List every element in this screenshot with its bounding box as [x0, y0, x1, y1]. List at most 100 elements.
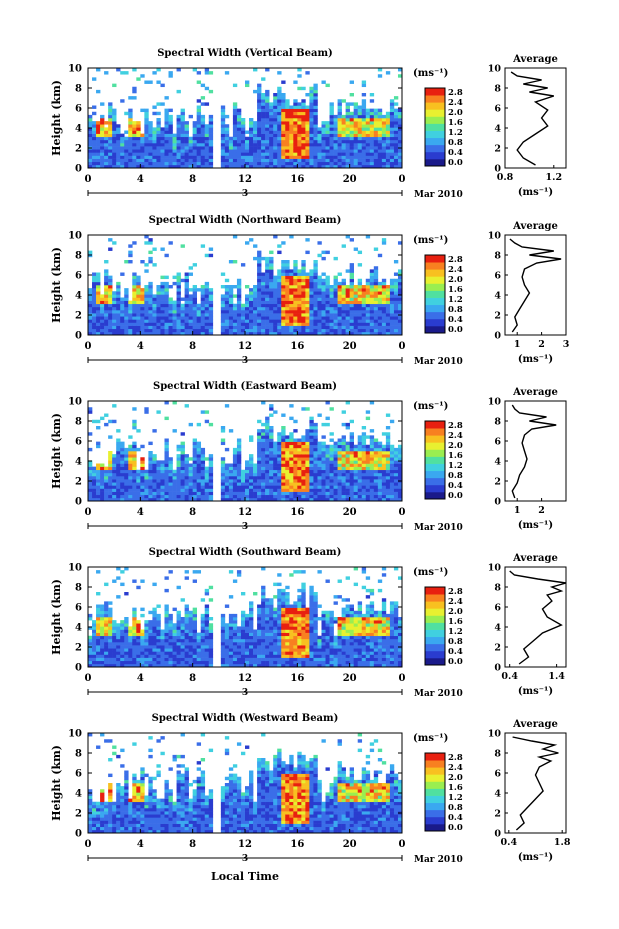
heatmap-cell — [285, 143, 290, 147]
heatmap-cell — [381, 463, 387, 467]
heatmap-cell — [228, 429, 234, 433]
heatmap-cell — [136, 328, 141, 333]
heatmap-cell — [269, 454, 274, 458]
heatmap-cell — [313, 482, 318, 486]
heatmap-cell — [232, 463, 238, 467]
heatmap-cell — [265, 130, 270, 134]
heatmap-cell — [220, 158, 226, 163]
heatmap-cell — [204, 472, 210, 477]
heatmap-cell — [261, 469, 266, 474]
x-tick-label: 0 — [85, 341, 92, 352]
heatmap-cell — [176, 325, 181, 330]
heatmap-cell — [369, 401, 375, 405]
heatmap-cell — [381, 118, 387, 122]
heatmap-cell — [88, 152, 93, 156]
heatmap-cell — [108, 482, 113, 486]
heatmap-cell — [168, 316, 173, 320]
heatmap-cell — [240, 472, 246, 477]
heatmap-cell — [120, 99, 125, 103]
heatmap-cell — [289, 447, 294, 452]
heatmap-cell — [325, 444, 330, 449]
heatmap-cell — [92, 494, 97, 499]
heatmap-cell — [156, 152, 161, 156]
heatmap-cell — [377, 294, 383, 298]
heatmap-cell — [345, 485, 350, 489]
heatmap-cell — [285, 472, 290, 477]
heatmap-cell — [116, 319, 121, 323]
heatmap-cell — [112, 457, 117, 461]
heatmap-cell — [204, 325, 210, 330]
heatmap-cell — [293, 102, 298, 106]
heatmap-cell — [92, 297, 97, 301]
heatmap-cell — [389, 114, 395, 119]
heatmap-cell — [100, 485, 105, 489]
heatmap-cell — [232, 127, 238, 131]
heatmap-cell — [124, 460, 129, 464]
heatmap-cell — [365, 303, 371, 308]
heatmap-cell — [277, 244, 282, 248]
heatmap-cell — [236, 328, 242, 333]
heatmap-cell — [152, 638, 157, 643]
heatmap-cell — [160, 310, 165, 314]
heatmap-cell — [281, 319, 286, 323]
heatmap-cell — [196, 111, 202, 116]
heatmap-cell — [136, 291, 141, 295]
heatmap-cell — [389, 497, 395, 502]
heatmap-cell — [144, 407, 149, 411]
heatmap-cell — [393, 479, 399, 483]
heatmap-cell — [293, 447, 298, 452]
heatmap-cell — [341, 463, 346, 467]
heatmap-cell — [293, 291, 298, 295]
heatmap-cell — [369, 322, 375, 326]
heatmap-cell — [305, 328, 310, 333]
heatmap-cell — [144, 310, 149, 314]
heatmap-cell — [349, 266, 354, 270]
heatmap-cell — [220, 114, 226, 119]
heatmap-cell — [301, 460, 306, 464]
heatmap-cell — [313, 438, 318, 442]
heatmap-cell — [245, 476, 250, 480]
heatmap-cell — [180, 136, 185, 141]
heatmap-cell — [116, 469, 121, 474]
heatmap-cell — [204, 488, 210, 492]
heatmap-cell — [309, 451, 314, 455]
heatmap-cell — [180, 244, 185, 248]
average-y-tick-label: 6 — [494, 437, 501, 448]
heatmap-cell — [176, 663, 181, 668]
heatmap-cell — [200, 118, 206, 122]
heatmap-cell — [273, 313, 278, 317]
heatmap-cell — [188, 422, 193, 427]
heatmap-cell — [281, 331, 286, 336]
heatmap-cell — [108, 161, 113, 166]
heatmap-cell — [293, 331, 298, 336]
heatmap-cell — [365, 310, 371, 314]
heatmap-cell — [313, 491, 318, 496]
heatmap-cell — [369, 451, 375, 455]
colorbar-swatch — [425, 102, 445, 110]
heatmap-cell — [325, 285, 330, 289]
heatmap-cell — [281, 325, 286, 330]
heatmap-cell — [156, 491, 161, 496]
heatmap-cell — [361, 161, 367, 166]
heatmap-cell — [124, 482, 129, 486]
heatmap-cell — [100, 620, 105, 624]
heatmap-cell — [305, 485, 310, 489]
heatmap-cell — [192, 319, 197, 323]
heatmap-cell — [361, 457, 367, 461]
heatmap-cell — [393, 454, 399, 458]
heatmap-cell — [192, 460, 197, 464]
heatmap-cell — [389, 316, 395, 320]
y-tick-label: 2 — [75, 477, 82, 488]
heatmap-cell — [224, 319, 230, 323]
heatmap-cell — [333, 325, 338, 330]
heatmap-cell — [337, 118, 342, 122]
heatmap-cell — [385, 124, 391, 128]
heatmap-cell — [261, 303, 266, 308]
heatmap-cell — [309, 281, 314, 286]
heatmap-cell — [156, 660, 161, 665]
heatmap-cell — [168, 648, 173, 652]
heatmap-cell — [220, 155, 226, 159]
heatmap-cell — [301, 441, 306, 446]
heatmap-cell — [353, 155, 359, 159]
heatmap-cell — [245, 300, 250, 305]
